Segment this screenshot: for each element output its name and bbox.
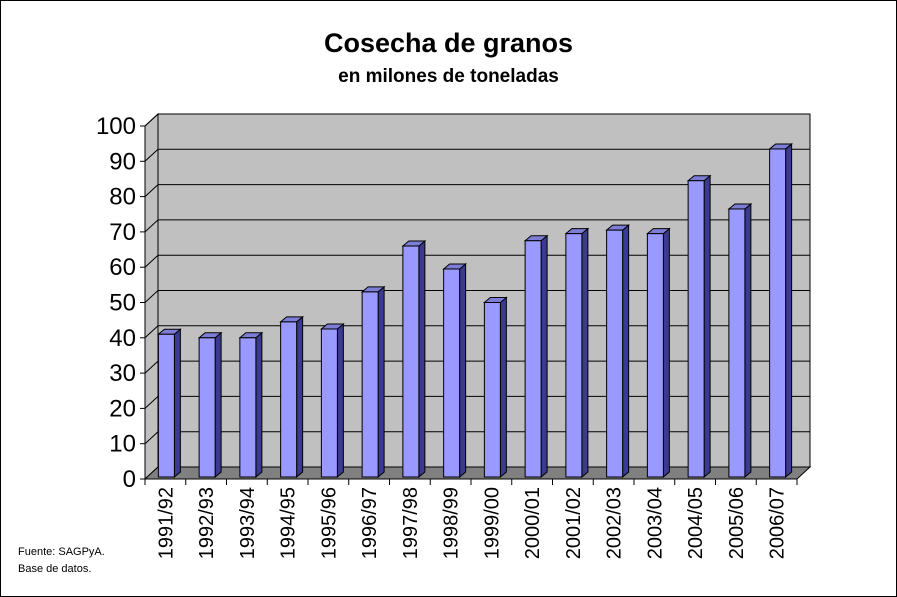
x-tick-labels: 1991/92 1992/93 1993/94 1994/95 1995/96 1996/… — [144, 479, 798, 559]
gridlines — [140, 113, 810, 480]
bar-2002/03 — [605, 224, 631, 479]
bar-side — [418, 239, 426, 479]
x-tick-label: 1992/93 — [196, 487, 218, 559]
bar-front — [280, 321, 298, 478]
bar-front — [402, 245, 420, 478]
bar-front — [157, 333, 175, 478]
bar-side — [540, 234, 548, 479]
x-tick-label: 2000/01 — [522, 487, 544, 559]
chart-title: Cosecha de granos — [323, 28, 574, 58]
x-tick-label: 1997/98 — [400, 487, 422, 559]
x-tick-label: 1999/00 — [481, 487, 503, 559]
bar-1995/96 — [319, 322, 345, 479]
y-tick-label: 50 — [109, 290, 136, 317]
x-tick-label: 1998/99 — [441, 487, 463, 559]
y-tick-label: 100 — [96, 113, 136, 140]
bar-2004/05 — [686, 174, 712, 479]
chart-subtitle: en milones de toneladas — [338, 66, 559, 87]
gridline-60 — [144, 254, 810, 268]
bars — [156, 142, 794, 479]
bar-front — [239, 337, 257, 478]
gridline-50 — [144, 290, 810, 303]
source-line-1: Fuente: SAGPyA. — [18, 546, 105, 558]
y-tick-label: 80 — [109, 184, 136, 211]
x-tick-label: 2006/07 — [767, 487, 789, 559]
bar-front — [646, 233, 664, 478]
bar-side — [703, 174, 711, 479]
bar-front — [565, 233, 583, 478]
x-tick-label: 1993/94 — [237, 487, 259, 559]
y-tick-label: 90 — [109, 148, 136, 175]
y-tick-label: 20 — [109, 395, 136, 422]
y-tick-label: 60 — [109, 254, 136, 281]
bar-1999/00 — [482, 296, 508, 479]
bar-1997/98 — [401, 239, 427, 479]
x-tick-label: 2002/03 — [604, 487, 626, 559]
bar-front — [320, 328, 338, 478]
bar-1993/94 — [238, 331, 264, 479]
x-tick-label: 2003/04 — [644, 487, 666, 559]
bar-side — [173, 328, 181, 479]
y-tick-labels: 0 10 20 30 40 50 60 70 80 90 100 — [96, 113, 136, 493]
bar-2005/06 — [727, 202, 753, 479]
x-tick-label: 2004/05 — [685, 487, 707, 559]
source-line-2: Base de datos. — [18, 563, 92, 575]
bar-side — [377, 285, 385, 479]
y-tick-label: 40 — [109, 325, 136, 352]
bar-1998/99 — [442, 262, 468, 479]
bar-2001/02 — [564, 227, 590, 479]
y-tick-label: 0 — [123, 466, 136, 493]
y-tick-label: 70 — [109, 219, 136, 246]
bar-front — [769, 148, 787, 478]
bar-side — [581, 227, 589, 479]
bar-front — [728, 208, 746, 478]
bar-side — [785, 142, 793, 479]
bar-2000/01 — [523, 234, 549, 479]
bar-front — [198, 337, 216, 478]
bar-side — [459, 262, 467, 479]
gridline-80 — [144, 184, 810, 197]
x-tick-label: 1994/95 — [278, 487, 300, 559]
x-tick-label: 1995/96 — [318, 487, 340, 559]
bar-front — [443, 268, 461, 478]
bar-side — [622, 224, 630, 479]
bar-1996/97 — [360, 285, 386, 479]
x-tick-label: 1996/97 — [359, 487, 381, 559]
y-tick-label: 10 — [109, 431, 136, 458]
x-tick-label: 1991/92 — [155, 487, 177, 559]
bar-2006/07 — [768, 142, 794, 479]
bar-1994/95 — [279, 315, 305, 479]
gridline-70 — [144, 219, 810, 233]
bar-side — [744, 202, 752, 479]
bar-1991/92 — [156, 328, 182, 479]
bar-side — [336, 322, 344, 479]
gridline-40 — [144, 325, 810, 339]
bar-front — [483, 302, 501, 478]
x-tick-label: 2001/02 — [563, 487, 585, 559]
bar-side — [499, 296, 507, 479]
bar-front — [361, 291, 379, 478]
bar-side — [214, 331, 222, 479]
x-tick-label: 2005/06 — [726, 487, 748, 559]
gridline-90 — [144, 148, 810, 162]
bar-side — [255, 331, 263, 479]
bar-side — [296, 315, 304, 479]
bar-front — [524, 240, 542, 478]
bar-front — [687, 180, 705, 478]
bar-front — [606, 229, 624, 478]
bar-1992/93 — [197, 331, 223, 479]
y-tick-label: 30 — [109, 360, 136, 387]
gridline-100 — [144, 113, 810, 127]
bar-2003/04 — [645, 227, 671, 479]
bar-side — [662, 227, 670, 479]
